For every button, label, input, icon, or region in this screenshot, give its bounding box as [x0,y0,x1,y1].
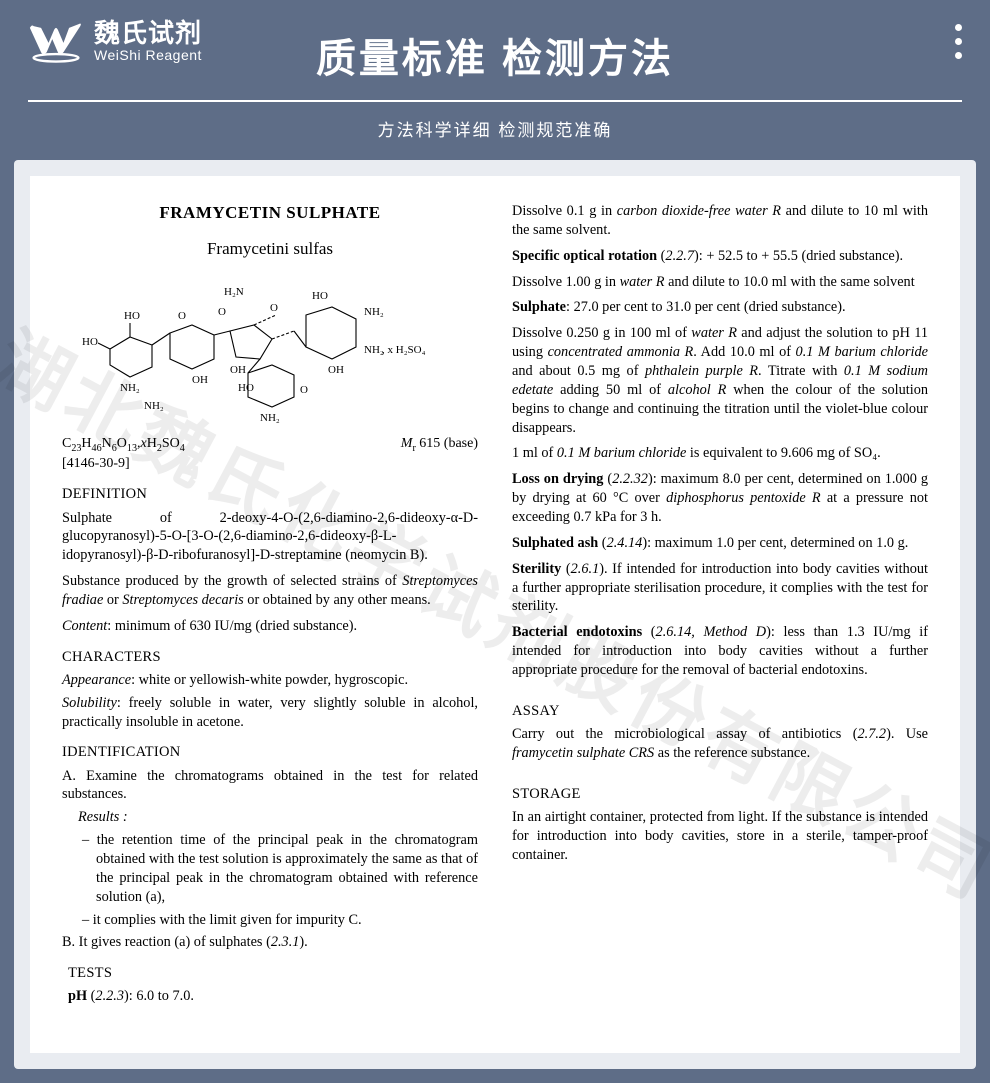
results-label: Results : [78,808,478,827]
svg-text:HO: HO [82,336,98,348]
header-bar: 魏氏试剂 WeiShi Reagent 质量标准 检测方法 方法科学详细 检测规… [0,0,990,152]
test-lod: Loss on drying (2.2.32): maximum 8.0 per… [512,470,928,527]
test-endotoxin: Bacterial endotoxins (2.6.14, Method D):… [512,623,928,680]
svg-text:NH₂: NH₂ [364,306,384,318]
svg-text:NH₂: NH₂ [260,412,280,424]
test-sor: Specific optical rotation (2.2.7): + 52.… [512,247,928,266]
test-ph: pH (2.2.3): 6.0 to 7.0. [68,987,478,1006]
definition-p1: Sulphate of 2-deoxy-4-O-(2,6-diamino-2,6… [62,509,478,566]
svg-text:NH₂: NH₂ [120,382,140,394]
section-identification: IDENTIFICATION [62,743,478,762]
storage-text: In an airtight container, protected from… [512,808,928,865]
definition-p2: Substance produced by the growth of sele… [62,572,478,610]
svg-text:O: O [178,310,186,322]
formula-row: C23H46N6O13,xH2SO4 Mr 615 (base) [62,435,478,455]
section-tests: TESTS [68,964,478,983]
logo: 魏氏试剂 WeiShi Reagent [28,18,202,64]
svg-text:OH: OH [230,364,246,376]
svg-text:NH₂: NH₂ [144,400,164,412]
logo-icon [28,18,84,64]
dissolve-2: Dissolve 1.00 g in water R and dilute to… [512,273,928,292]
title-divider [28,100,962,102]
page-subtitle: 方法科学详细 检测规范准确 [28,116,962,141]
logo-text-en: WeiShi Reagent [94,48,202,63]
test-sterility: Sterility (2.6.1). If intended for intro… [512,560,928,617]
appearance: Appearance: white or yellowish-white pow… [62,671,478,690]
section-characters: CHARACTERS [62,648,478,667]
svg-text:NH₂: NH₂ [364,344,384,356]
ident-dash-2: it complies with the limit given for imp… [96,911,478,930]
test-sulphate: Sulphate: 27.0 per cent to 31.0 per cent… [512,298,928,317]
cas-number: [4146-30-9] [62,455,478,473]
definition-content: Content: minimum of 630 IU/mg (dried sub… [62,617,478,636]
svg-text:HO: HO [312,290,328,302]
svg-text:H₂N: H₂N [224,286,244,298]
equivalence: 1 ml of 0.1 M barium chloride is equival… [512,444,928,463]
svg-text:O: O [270,302,278,314]
svg-text:OH: OH [328,364,344,376]
svg-text:OH: OH [192,374,208,386]
solubility: Solubility: freely soluble in water, ver… [62,694,478,732]
logo-text-cn: 魏氏试剂 [94,19,202,48]
ident-dash-1: the retention time of the principal peak… [96,831,478,906]
molecular-formula: C23H46N6O13,xH2SO4 [62,435,185,455]
titration: Dissolve 0.250 g in 100 ml of water R an… [512,324,928,437]
page-container: 湖北魏氏化学试剂股份有限公司 FRAMYCETIN SULPHATE Framy… [14,160,976,1069]
svg-text:O: O [300,384,308,396]
ident-a: A. Examine the chromatograms obtained in… [62,767,478,805]
svg-text:HO: HO [124,310,140,322]
dissolve-1: Dissolve 0.1 g in carbon dioxide-free wa… [512,202,928,240]
assay-text: Carry out the microbiological assay of a… [512,725,928,763]
molecular-weight: Mr 615 (base) [401,435,478,455]
more-icon[interactable] [955,24,962,59]
document-page: 湖北魏氏化学试剂股份有限公司 FRAMYCETIN SULPHATE Framy… [30,176,960,1053]
chemical-structure: HO HO NH₂ NH₂ O OH O OH H₂N O HO NH₂ NH₂… [80,275,460,425]
section-storage: STORAGE [512,785,928,804]
section-assay: ASSAY [512,702,928,721]
svg-text:O: O [218,306,226,318]
latin-name: Framycetini sulfas [62,238,478,260]
ident-b: B. It gives reaction (a) of sulphates (2… [62,933,478,952]
svg-text:, x H₂SO₄: , x H₂SO₄ [382,344,426,356]
test-ash: Sulphated ash (2.4.14): maximum 1.0 per … [512,534,928,553]
svg-text:HO: HO [238,382,254,394]
monograph-title: FRAMYCETIN SULPHATE [62,202,478,224]
section-definition: DEFINITION [62,485,478,504]
